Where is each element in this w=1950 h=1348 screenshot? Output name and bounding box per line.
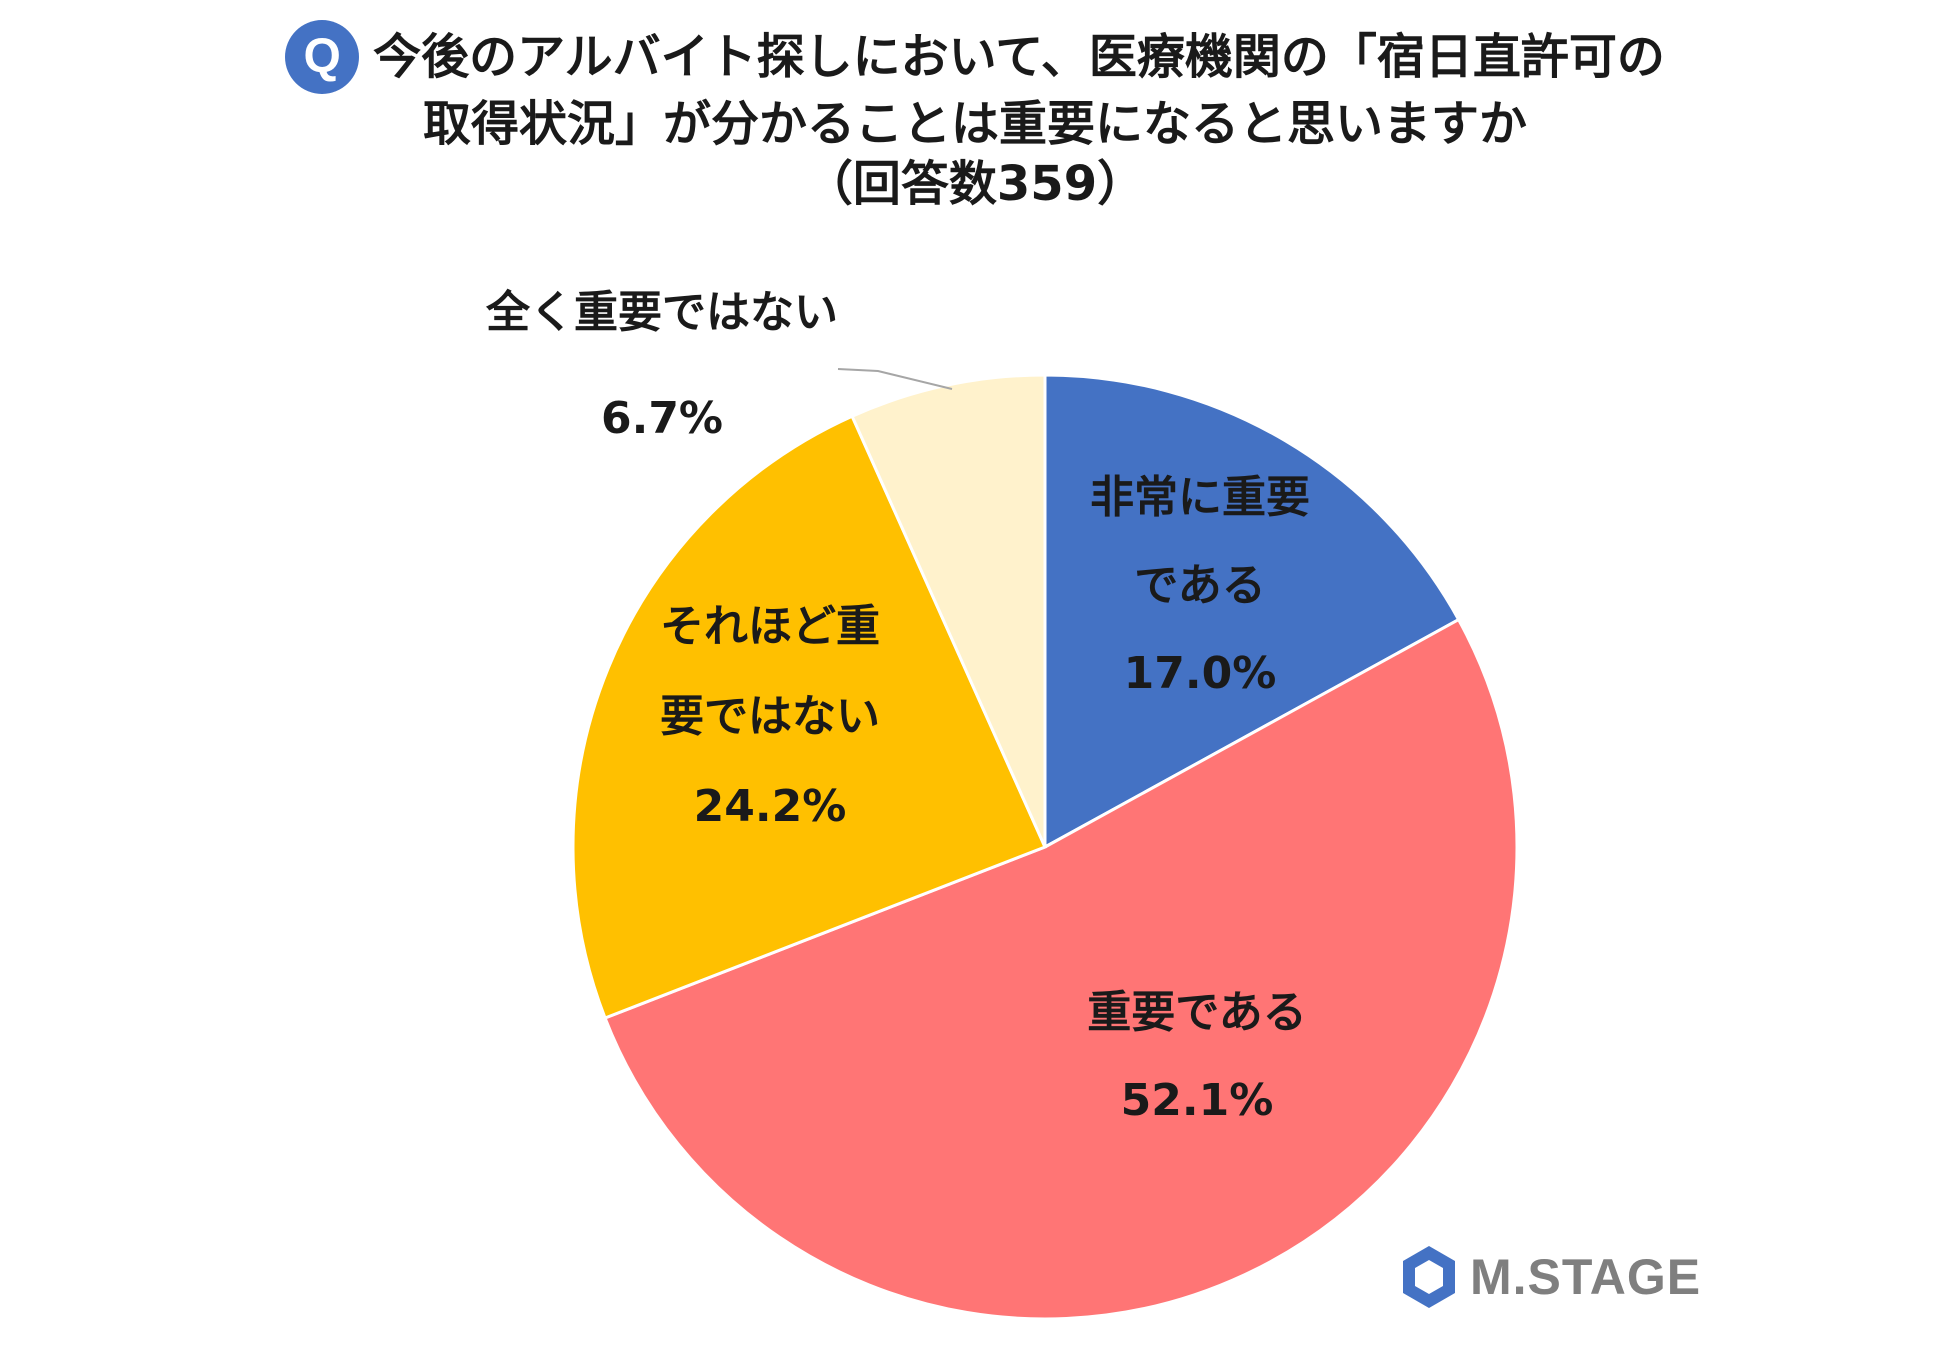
slice-label-not-very-important: 要ではない (660, 691, 880, 742)
slice-value-not-very-important: 24.2% (694, 781, 847, 832)
slice-label-not-important-at-all: 全く重要ではない (485, 287, 838, 338)
slice-label-very-important: 非常に重要 (1090, 472, 1310, 523)
slice-value-very-important: 17.0% (1124, 648, 1277, 699)
title-text-1: 今後のアルバイト探しにおいて、医療機関の「宿日直許可の (373, 29, 1665, 85)
slice-label-important: 重要である (1087, 987, 1307, 1038)
title-line-1: Q 今後のアルバイト探しにおいて、医療機関の「宿日直許可の (0, 20, 1950, 94)
brand-logo: M.STAGE (1400, 1242, 1701, 1312)
slice-value-not-important-at-all: 6.7% (601, 393, 723, 444)
pie-slice-important (603, 617, 1519, 1321)
leader-line (837, 368, 953, 390)
title-line-2: 取得状況」が分かることは重要になると思いますか (422, 96, 1527, 152)
logo-text: M.STAGE (1470, 1249, 1702, 1305)
slice-value-important: 52.1% (1121, 1075, 1274, 1126)
slice-label-not-very-important: それほど重 (660, 601, 880, 652)
pie-slice-very-important (1043, 373, 1461, 850)
m-stage-logo-icon (1403, 1246, 1455, 1308)
pie-slice-not-important-at-all (850, 373, 1047, 848)
chart-title: Q 今後のアルバイト探しにおいて、医療機関の「宿日直許可の 取得状況」が分かること… (0, 20, 1950, 214)
slice-label-very-important: である (1134, 560, 1266, 611)
pie-slice-not-very-important (571, 414, 1048, 1020)
question-badge-icon: Q (285, 20, 360, 94)
title-line-3: （回答数359） (804, 156, 1146, 212)
